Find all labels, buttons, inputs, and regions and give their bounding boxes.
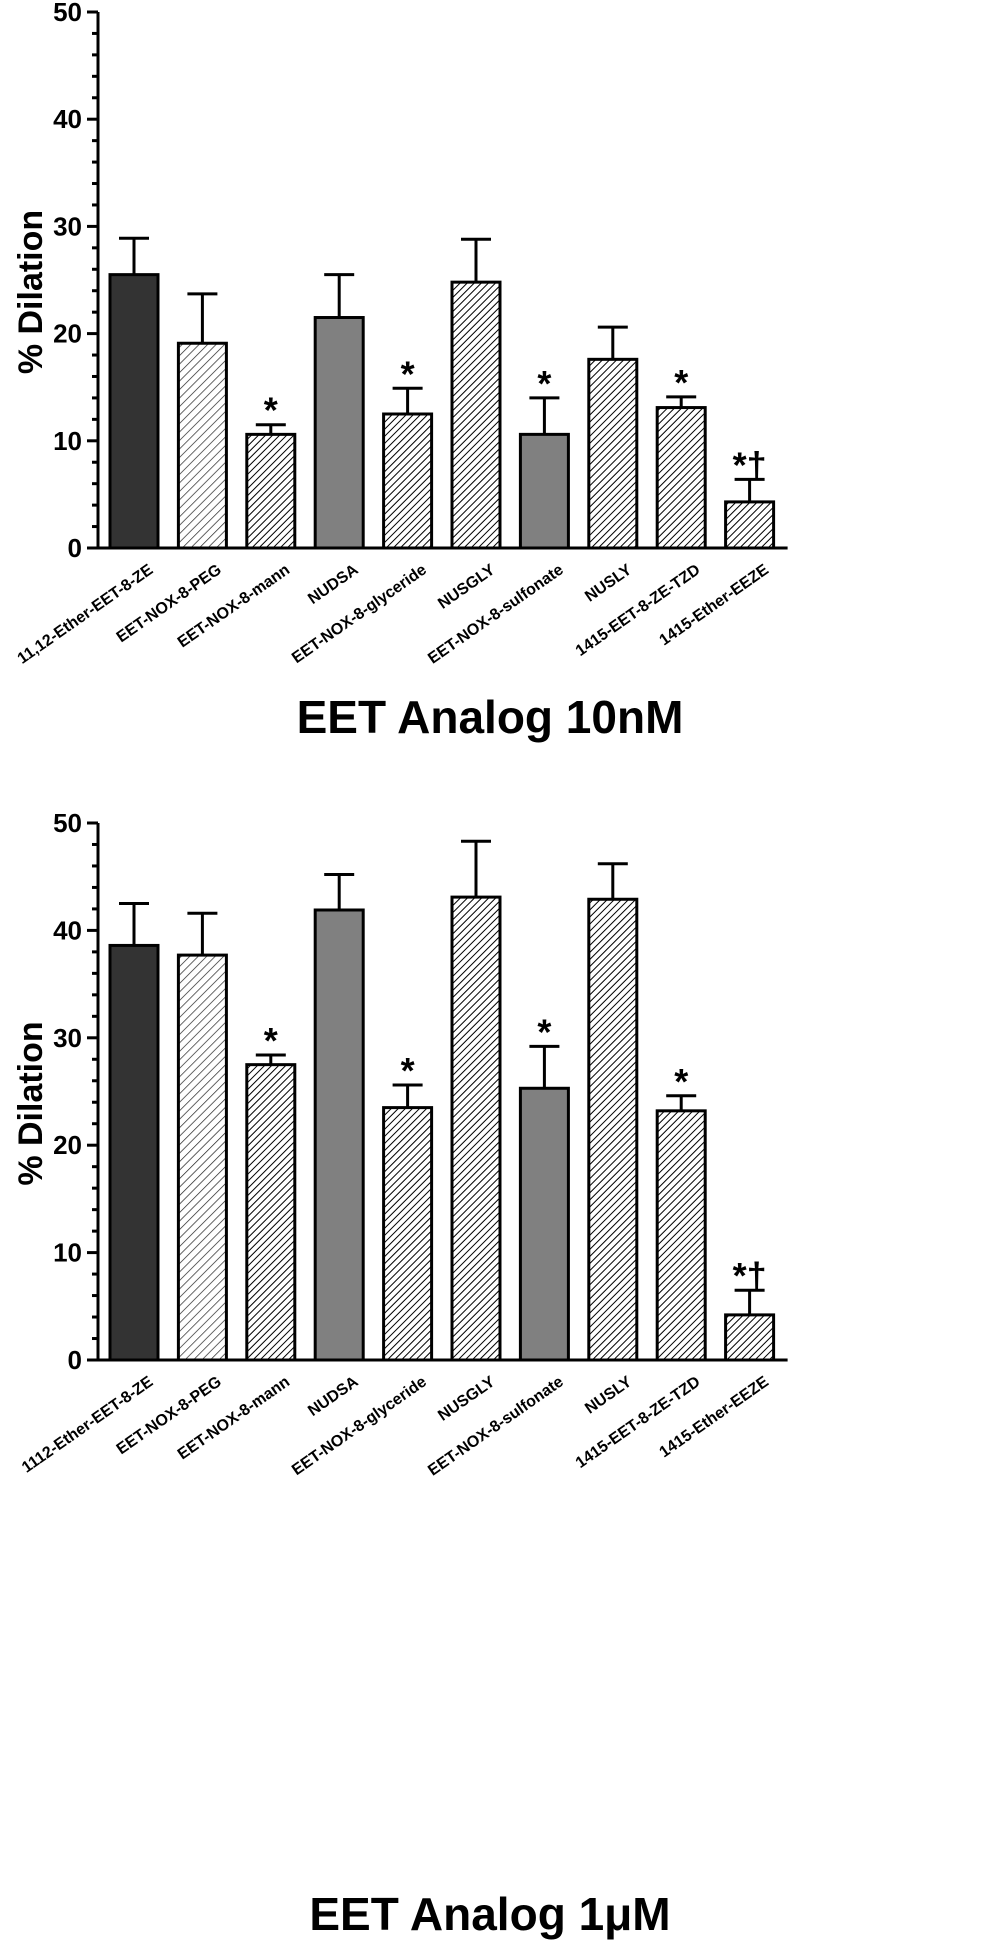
category-label: EET-NOX-8-mann — [175, 1373, 293, 1463]
category-label: NUSLY — [582, 561, 635, 605]
category-label: EET-NOX-8-sulfonate — [425, 561, 567, 667]
x-axis-title: EET Analog 10nM — [297, 691, 684, 743]
bar — [724, 500, 776, 550]
bar — [518, 432, 570, 550]
category-label: NUSGLY — [435, 1373, 498, 1425]
significance-marker: * — [674, 1061, 688, 1102]
significance-marker: * — [264, 1020, 278, 1061]
bar — [108, 943, 160, 1362]
bar — [382, 1106, 434, 1362]
bar — [313, 908, 365, 1362]
y-axis-title: % Dilation — [12, 1021, 50, 1185]
bar — [382, 412, 434, 550]
bar — [655, 406, 707, 550]
bar — [176, 341, 228, 550]
significance-marker: *† — [733, 444, 767, 485]
significance-marker: * — [401, 1050, 415, 1091]
y-tick-label: 10 — [53, 426, 82, 456]
bar — [724, 1313, 776, 1362]
y-tick-label: 0 — [68, 1345, 82, 1375]
category-label: EET-NOX-8-glyceride — [289, 1373, 430, 1479]
category-label: NUSGLY — [435, 561, 498, 613]
category-label: NUDSA — [305, 561, 362, 608]
category-label: EET-NOX-8-sulfonate — [425, 1373, 567, 1479]
y-tick-label: 50 — [53, 808, 82, 838]
category-label: NUSLY — [582, 1373, 635, 1417]
bar — [587, 897, 639, 1362]
significance-marker: * — [674, 362, 688, 403]
category-label: 11,12-Ether-EET-8-ZE — [15, 561, 157, 667]
y-axis-title: % Dilation — [12, 210, 50, 374]
y-tick-label: 30 — [53, 1023, 82, 1053]
bar — [245, 432, 297, 550]
category-label: EET-NOX-8-mann — [175, 561, 293, 651]
y-tick-label: 50 — [53, 0, 82, 27]
bar — [518, 1086, 570, 1362]
category-label: 1112-Ether-EET-8-ZE — [19, 1373, 156, 1476]
y-tick-label: 40 — [53, 104, 82, 134]
y-tick-label: 20 — [53, 1130, 82, 1160]
significance-marker: * — [537, 1011, 551, 1052]
significance-marker: * — [537, 363, 551, 404]
bar — [176, 953, 228, 1362]
y-tick-label: 10 — [53, 1238, 82, 1268]
bar — [587, 357, 639, 550]
bar — [108, 273, 160, 550]
bar — [450, 895, 502, 1362]
bar — [655, 1109, 707, 1362]
y-tick-label: 20 — [53, 319, 82, 349]
significance-marker: * — [401, 353, 415, 394]
significance-marker: * — [264, 390, 278, 431]
category-label: 1415-EET-8-ZE-TZD — [573, 1373, 704, 1472]
chart-10nm: 0 10 20 30 40 50 % Dilation EET Analog 10nM 11,1… — [12, 0, 788, 743]
y-tick-label: 0 — [68, 533, 82, 563]
category-label: 1415-EET-8-ZE-TZD — [573, 561, 704, 660]
y-tick-label: 40 — [53, 915, 82, 945]
chart-1um: 0 10 20 30 40 50 % Dilation EET Analog 1μM 1112-… — [12, 808, 788, 1940]
category-label: NUDSA — [305, 1373, 362, 1420]
bar — [450, 280, 502, 550]
significance-marker: *† — [733, 1255, 767, 1296]
y-tick-label: 30 — [53, 211, 82, 241]
bar — [313, 316, 365, 550]
category-label: EET-NOX-8-glyceride — [289, 561, 430, 667]
x-axis-title: EET Analog 1μM — [309, 1888, 670, 1940]
bar — [245, 1063, 297, 1362]
